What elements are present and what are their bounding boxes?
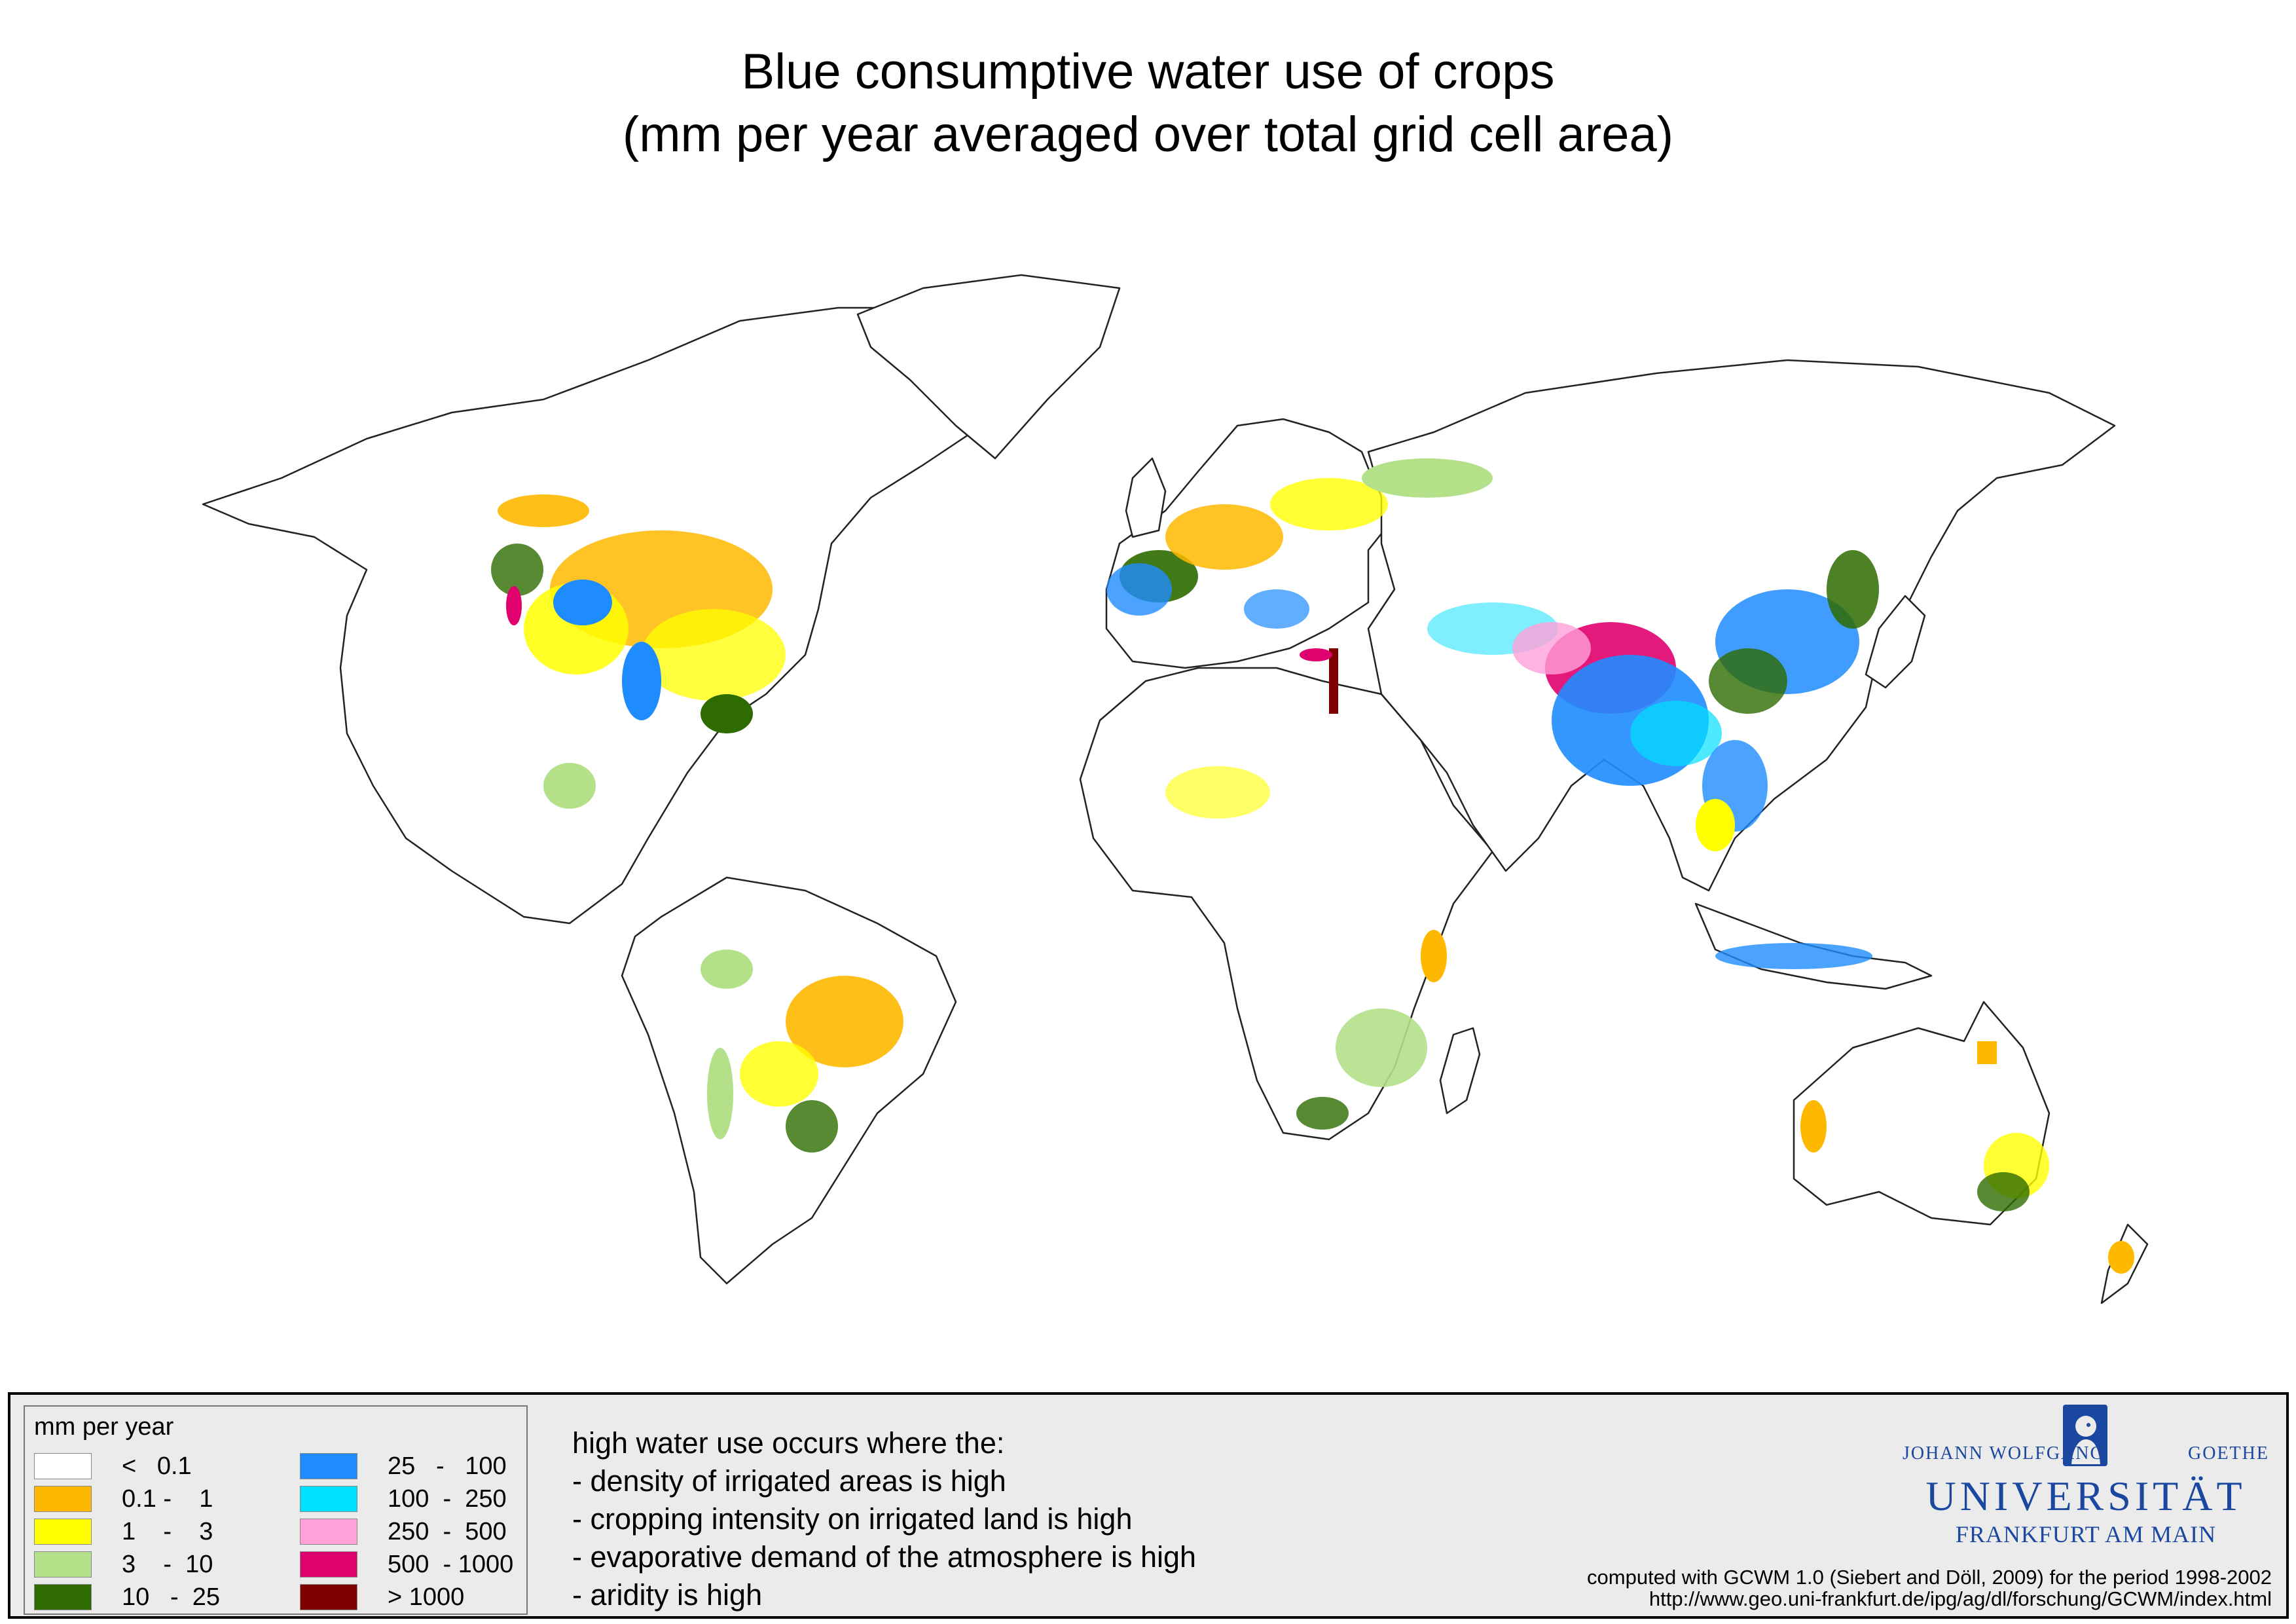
- legend-label: 25 - 100: [388, 1452, 507, 1480]
- university-city: FRANKFURT AM MAIN: [1955, 1521, 2217, 1547]
- note-item: - cropping intensity on irrigated land i…: [572, 1502, 1133, 1536]
- title-line-2: (mm per year averaged over total grid ce…: [622, 107, 1674, 162]
- legend-label: 250 - 500: [388, 1517, 507, 1545]
- legend-item: 1 - 3: [34, 1518, 213, 1545]
- university-main: UNIVERSITÄT: [1925, 1473, 2246, 1519]
- legend-item: < 0.1: [34, 1452, 192, 1480]
- notes-block: high water use occurs where the: - densi…: [572, 1424, 1196, 1614]
- university-logo: JOHANN WOLFGANG GOETHE UNIVERSITÄT FRANK…: [1903, 1404, 2269, 1547]
- legend-label: 100 - 250: [388, 1485, 507, 1513]
- legend-swatch: [300, 1551, 357, 1578]
- world-map: [202, 274, 2149, 1304]
- legend-item: 3 - 10: [34, 1551, 213, 1578]
- legend-label: 1 - 3: [122, 1517, 213, 1545]
- legend-swatch: [34, 1453, 92, 1479]
- note-item: - evaporative demand of the atmosphere i…: [572, 1540, 1197, 1574]
- legend-label: 500 - 1000: [388, 1550, 514, 1578]
- legend-item: 250 - 500: [300, 1518, 507, 1545]
- legend-swatch: [300, 1519, 357, 1545]
- continent-greenland: [856, 274, 1121, 460]
- university-name-right: GOETHE: [2188, 1443, 2269, 1464]
- credits: computed with GCWM 1.0 (Siebert and Döll…: [1587, 1566, 2272, 1610]
- legend-label: 10 - 25: [122, 1583, 220, 1611]
- credits-line-1: computed with GCWM 1.0 (Siebert and Döll…: [1587, 1566, 2272, 1589]
- legend-swatch: [34, 1551, 92, 1578]
- legend-item: 100 - 250: [300, 1485, 507, 1513]
- goethe-portrait-icon: [2063, 1405, 2107, 1466]
- note-item: - density of irrigated areas is high: [572, 1464, 1006, 1498]
- legend-box: mm per year < 0.1 0.1 - 1 1 - 3 3 - 10 1…: [24, 1405, 528, 1615]
- island-japan: [1865, 595, 1926, 689]
- legend-item: > 1000: [300, 1583, 464, 1611]
- legend-item: 25 - 100: [300, 1452, 507, 1480]
- island-madagascar: [1439, 1027, 1481, 1115]
- legend-item: 10 - 25: [34, 1583, 220, 1611]
- legend-swatch: [300, 1584, 357, 1610]
- legend-panel: mm per year < 0.1 0.1 - 1 1 - 3 3 - 10 1…: [8, 1392, 2289, 1619]
- legend-label: < 0.1: [122, 1452, 192, 1480]
- legend-label: > 1000: [388, 1583, 465, 1611]
- legend-swatch: [300, 1486, 357, 1512]
- legend-title: mm per year: [34, 1413, 174, 1441]
- legend-label: 0.1 - 1: [122, 1485, 213, 1513]
- credits-url[interactable]: http://www.geo.uni-frankfurt.de/ipg/ag/d…: [1649, 1587, 2272, 1610]
- title-line-1: Blue consumptive water use of crops: [741, 44, 1555, 100]
- water-use-patches: [491, 458, 2134, 1274]
- legend-swatch: [34, 1519, 92, 1545]
- legend-swatch: [34, 1584, 92, 1610]
- notes-heading: high water use occurs where the:: [572, 1426, 1005, 1460]
- note-item: - aridity is high: [572, 1578, 763, 1612]
- university-name-left: JOHANN WOLFGANG: [1903, 1443, 2105, 1464]
- legend-swatch: [34, 1486, 92, 1512]
- legend-item: 500 - 1000: [300, 1551, 513, 1578]
- legend-swatch: [300, 1453, 357, 1479]
- legend-item: 0.1 - 1: [34, 1485, 213, 1513]
- island-great-britain: [1125, 457, 1167, 538]
- map-title: Blue consumptive water use of crops (mm …: [0, 41, 2296, 166]
- legend-label: 3 - 10: [122, 1550, 213, 1578]
